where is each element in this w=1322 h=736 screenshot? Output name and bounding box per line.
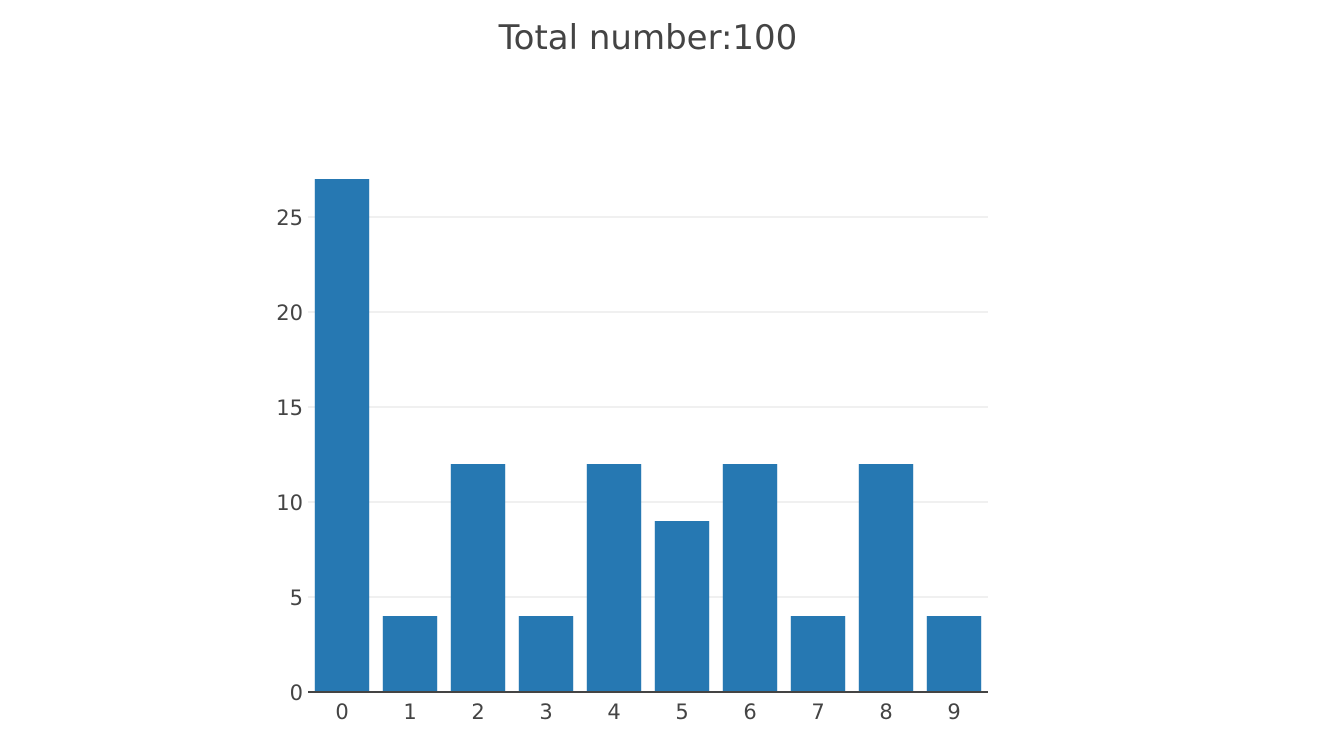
x-tick-label: 2 <box>471 700 484 724</box>
x-tick-label: 7 <box>811 700 824 724</box>
x-tick-label: 5 <box>675 700 688 724</box>
x-axis-ticks: 0 1 2 3 4 5 6 7 8 9 <box>335 700 960 724</box>
x-tick-label: 6 <box>743 700 756 724</box>
bar-8[interactable] <box>858 464 914 692</box>
bar-3[interactable] <box>518 616 574 692</box>
bar-7[interactable] <box>790 616 846 692</box>
x-tick-label: 4 <box>607 700 620 724</box>
bar-9[interactable] <box>926 616 982 692</box>
x-tick-label: 1 <box>403 700 416 724</box>
x-tick-label: 3 <box>539 700 552 724</box>
x-tick-label: 9 <box>947 700 960 724</box>
y-tick-label: 15 <box>276 396 303 420</box>
bars <box>314 179 982 692</box>
x-tick-label: 8 <box>879 700 892 724</box>
bar-4[interactable] <box>586 464 642 692</box>
bar-6[interactable] <box>722 464 778 692</box>
bar-1[interactable] <box>382 616 438 692</box>
bar-2[interactable] <box>450 464 506 692</box>
y-tick-label: 0 <box>290 681 303 705</box>
y-tick-label: 5 <box>290 586 303 610</box>
chart-title: Total number:100 <box>498 18 798 58</box>
bar-5[interactable] <box>654 521 710 692</box>
y-tick-label: 25 <box>276 206 303 230</box>
y-axis-ticks: 0 5 10 15 20 25 <box>276 206 303 705</box>
bar-0[interactable] <box>314 179 370 692</box>
x-tick-label: 0 <box>335 700 348 724</box>
y-tick-label: 10 <box>276 491 303 515</box>
y-tick-label: 20 <box>276 301 303 325</box>
